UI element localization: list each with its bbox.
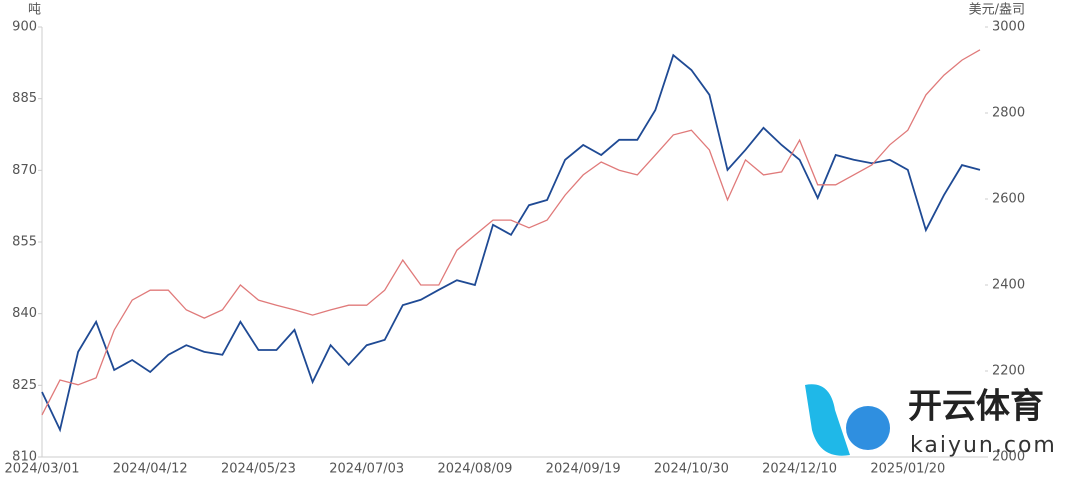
y-tick-label: 825 xyxy=(12,378,37,393)
x-tick-label: 2024/10/30 xyxy=(654,462,729,477)
y-tick-label: 870 xyxy=(12,163,37,178)
x-tick-label: 2024/08/09 xyxy=(437,462,512,477)
y2-axis-title: 美元/盎司 xyxy=(969,3,1025,18)
y-tick-label: 810 xyxy=(12,450,37,465)
y-tick-label: 840 xyxy=(12,306,37,321)
x-tick-label: 2024/09/19 xyxy=(546,462,621,477)
x-tick-label: 2024/12/10 xyxy=(762,462,837,477)
x-tick-label: 2024/04/12 xyxy=(113,462,188,477)
y-tick-label: 885 xyxy=(12,91,37,106)
y2-tick-label: 2600 xyxy=(992,192,1025,207)
y-tick-label: 900 xyxy=(12,20,37,35)
x-tick-label: 2025/01/20 xyxy=(870,462,945,477)
y-tick-label: 855 xyxy=(12,235,37,250)
y2-tick-label: 3000 xyxy=(992,20,1025,35)
y2-tick-label: 2800 xyxy=(992,106,1025,121)
y2-tick-label: 2000 xyxy=(992,450,1025,465)
y2-tick-label: 2200 xyxy=(992,364,1025,379)
y2-tick-label: 2400 xyxy=(992,278,1025,293)
line-series xyxy=(41,49,981,416)
y-axis-title: 吨 xyxy=(28,3,41,18)
line-series xyxy=(41,53,981,433)
logo-k xyxy=(805,384,850,456)
x-tick-label: 2024/05/23 xyxy=(221,462,296,477)
x-tick-label: 2024/03/01 xyxy=(5,462,80,477)
watermark-url: kaiyun.com xyxy=(910,433,1057,458)
watermark-name: 开云体育 xyxy=(908,387,1044,427)
logo-ball xyxy=(846,406,890,450)
watermark: 开云体育 kaiyun.com xyxy=(805,384,1057,458)
x-tick-label: 2024/07/03 xyxy=(329,462,404,477)
